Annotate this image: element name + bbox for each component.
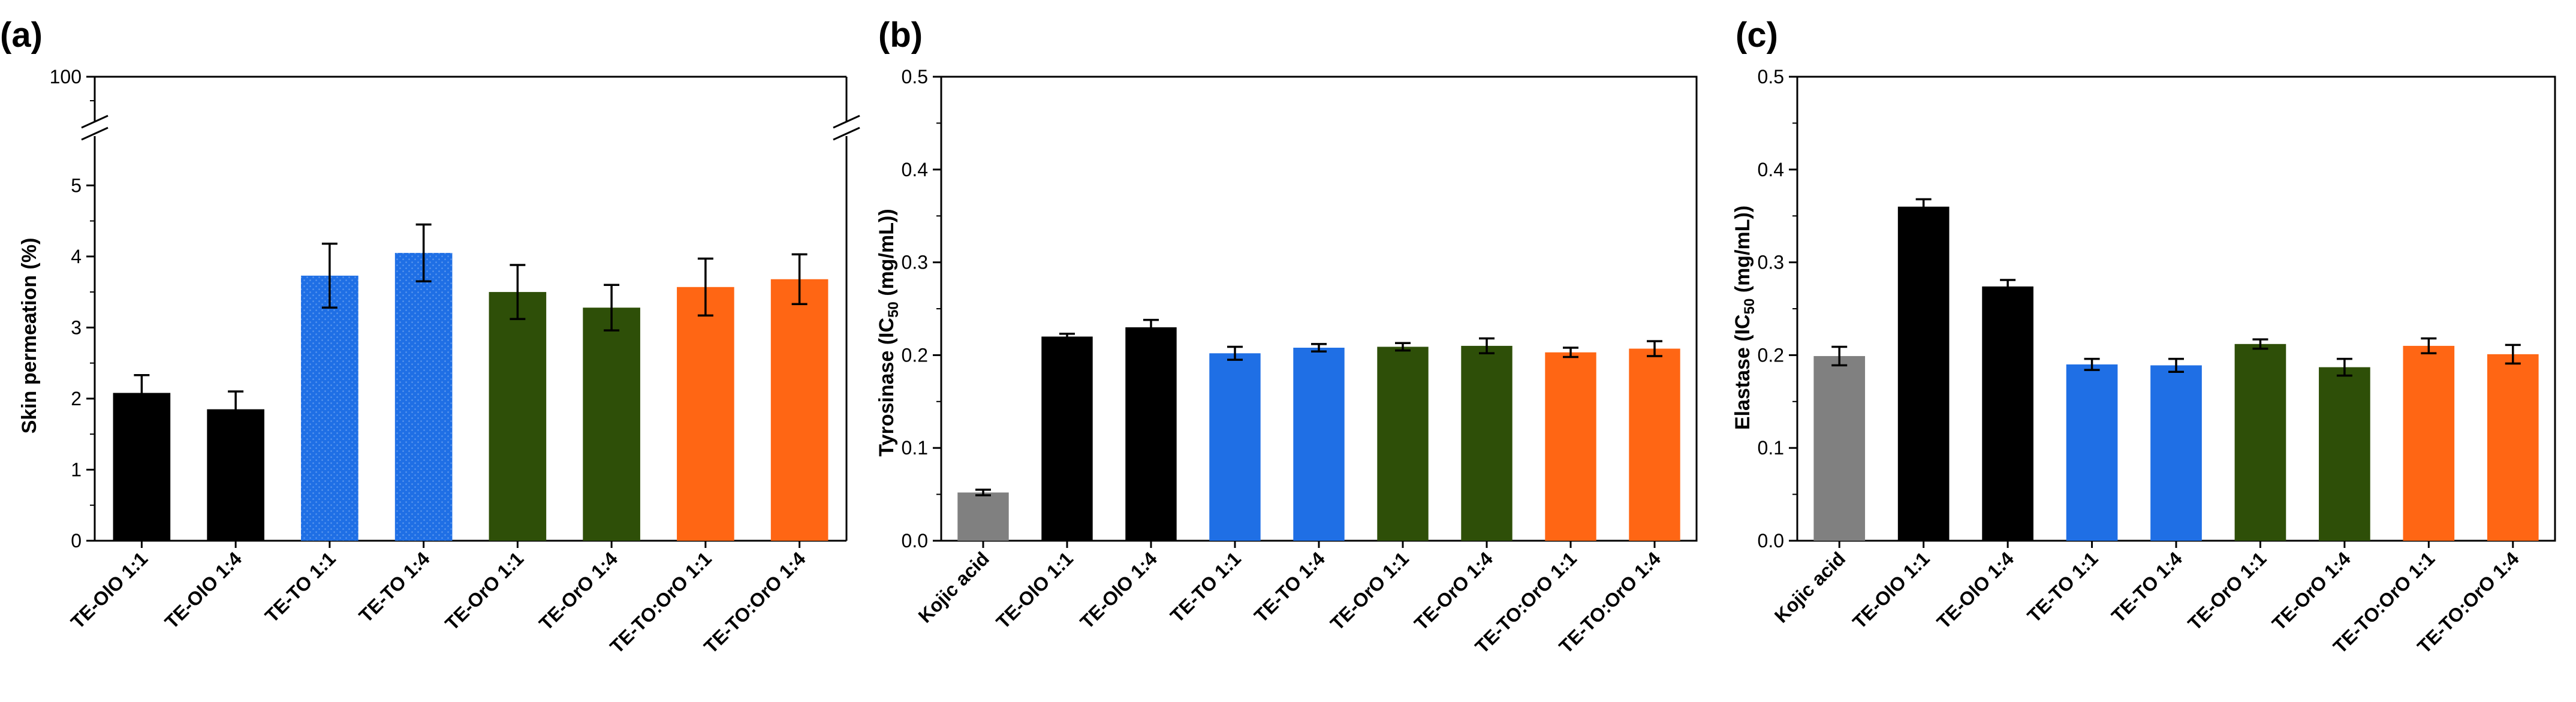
y-tick-label: 0.1 — [1758, 437, 1784, 459]
bar — [583, 308, 640, 541]
y-tick-label: 5 — [71, 174, 82, 196]
x-tick-label: TE-OrO 1:1 — [2183, 547, 2270, 634]
panel-b-y-label-main: Tyrosinase (IC — [875, 318, 898, 457]
y-tick-label: 3 — [71, 317, 82, 338]
x-tick-label: TE-OrO 1:1 — [441, 547, 528, 634]
x-tick-label: TE-OlO 1:4 — [1933, 547, 2018, 633]
axis-break-mark — [833, 126, 860, 141]
x-tick-label: TE-TO 1:4 — [2107, 547, 2186, 626]
y-tick-label: 0.2 — [902, 344, 928, 366]
bar — [1813, 355, 1866, 541]
y-tick-label: 4 — [71, 246, 82, 267]
bar — [677, 287, 734, 541]
x-tick-label: TE-OlO 1:4 — [161, 547, 246, 633]
bar — [957, 492, 1009, 541]
bar — [2150, 365, 2202, 541]
panel-a-y-axis-label: Skin permeation (%) — [18, 238, 41, 434]
y-tick-label: 0.0 — [902, 530, 928, 552]
bar — [1293, 348, 1345, 541]
bar — [1041, 336, 1093, 541]
x-tick-label: TE-TO 1:1 — [1166, 547, 1245, 626]
x-tick-label: TE-OrO 1:4 — [2268, 547, 2355, 634]
x-tick-label: TE-TO 1:4 — [355, 547, 434, 626]
bar — [113, 393, 171, 541]
axis-break-mark — [81, 126, 109, 141]
axis-break-mark — [81, 115, 109, 129]
x-tick-label: TE-OrO 1:4 — [1410, 547, 1497, 634]
bar — [2066, 364, 2118, 541]
axis-break-mark — [833, 115, 860, 129]
panel-b-y-label-sub: 50 — [885, 302, 902, 318]
x-tick-label: Kojic acid — [1770, 547, 1849, 626]
y-tick-label: 0 — [71, 530, 82, 552]
x-tick-label: TE-OlO 1:1 — [1848, 547, 1933, 632]
bar — [2487, 354, 2539, 541]
bar — [1982, 286, 2033, 541]
panel-c-y-label-sub: 50 — [1742, 299, 1758, 315]
bar — [2403, 345, 2455, 541]
y-tick-label-upper: 100 — [50, 66, 82, 88]
panel-b-y-axis-label: Tyrosinase (IC50 (mg/mL)) — [875, 209, 902, 456]
y-tick-label: 0.5 — [1758, 66, 1784, 88]
bar — [2234, 344, 2286, 541]
bar — [207, 409, 264, 541]
panel-b-y-label-tail: (mg/mL)) — [875, 209, 898, 302]
y-tick-label: 0.1 — [902, 437, 928, 459]
y-tick-label: 0.4 — [1758, 159, 1784, 180]
bar — [1545, 352, 1596, 541]
bar — [1377, 347, 1429, 541]
bar — [301, 275, 358, 541]
panel-c-y-axis-label: Elastase (IC50 (mg/mL)) — [1731, 206, 1758, 430]
x-tick-label: TE-OrO 1:1 — [1326, 547, 1413, 634]
panel-label-a: (a) — [0, 16, 43, 55]
x-tick-label: TE-OlO 1:1 — [67, 547, 152, 632]
x-tick-label: TE-TO:OrO 1:4 — [700, 547, 810, 658]
y-tick-label: 1 — [71, 459, 82, 480]
y-tick-label: 0.3 — [1758, 252, 1784, 273]
x-tick-label: TE-OlO 1:1 — [992, 547, 1077, 632]
x-tick-label: TE-OrO 1:4 — [535, 547, 622, 634]
y-tick-label: 2 — [71, 388, 82, 409]
bar — [770, 279, 828, 541]
y-tick-label: 0.2 — [1758, 344, 1784, 366]
y-tick-label: 0.5 — [902, 66, 928, 88]
bar — [489, 292, 547, 541]
y-tick-label: 0.3 — [902, 252, 928, 273]
x-tick-label: TE-TO 1:1 — [2023, 547, 2102, 626]
y-tick-label: 0.0 — [1758, 530, 1784, 552]
bar — [1629, 348, 1680, 541]
bar — [1209, 353, 1261, 541]
panel-label-c: (c) — [1736, 16, 1778, 55]
x-tick-label: Kojic acid — [914, 547, 993, 626]
bar — [1461, 345, 1513, 541]
panel-c-y-label-main: Elastase (IC — [1731, 314, 1754, 430]
y-tick-label: 0.4 — [902, 159, 928, 180]
x-tick-label: TE-TO 1:1 — [261, 547, 340, 626]
x-tick-label: TE-OlO 1:4 — [1076, 547, 1162, 633]
bar — [1125, 327, 1177, 541]
x-tick-label: TE-TO:OrO 1:1 — [605, 547, 715, 657]
panel-c-y-label-tail: (mg/mL)) — [1731, 206, 1754, 299]
panel-label-b: (b) — [878, 16, 923, 55]
x-tick-label: TE-TO 1:4 — [1250, 547, 1329, 626]
bar — [1897, 206, 1950, 541]
bar — [394, 252, 453, 541]
bar — [2319, 367, 2370, 541]
